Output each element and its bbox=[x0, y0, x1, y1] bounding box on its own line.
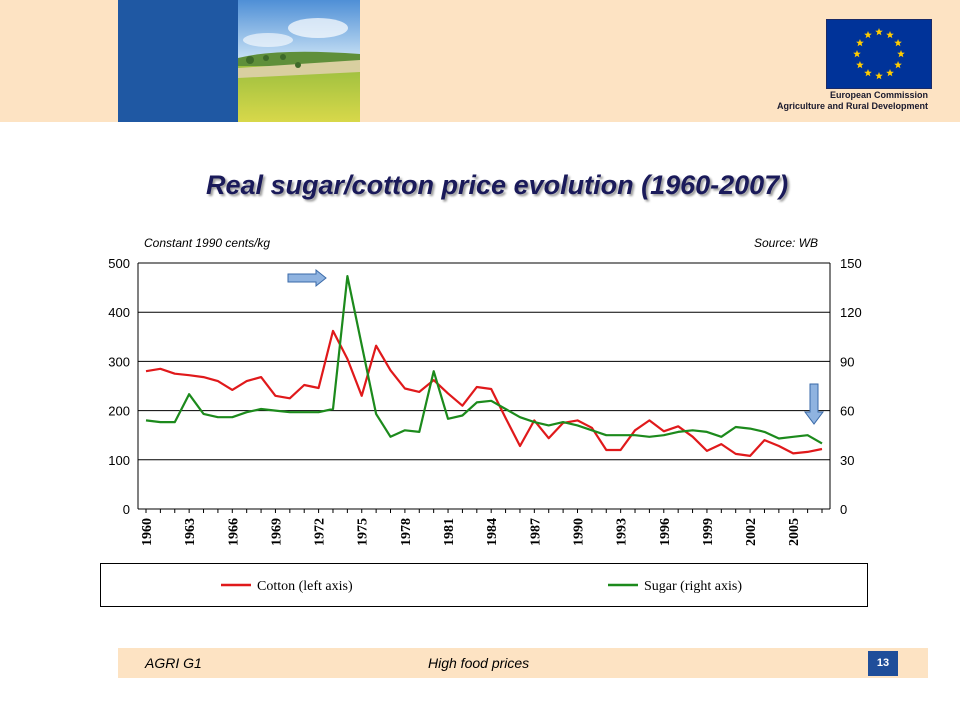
x-tick-label: 1999 bbox=[701, 518, 716, 546]
landscape-photo bbox=[238, 0, 360, 122]
unit-note: Constant 1990 cents/kg bbox=[144, 236, 271, 250]
down-arrow-annotation bbox=[804, 383, 824, 425]
footer-unit-label: AGRI G1 bbox=[145, 655, 202, 671]
star-icon bbox=[875, 28, 883, 36]
page-number: 13 bbox=[868, 651, 898, 676]
brand-blue-block bbox=[118, 0, 238, 122]
right-tick-label: 90 bbox=[840, 354, 854, 369]
left-tick-label: 300 bbox=[108, 354, 130, 369]
org-name: European Commission Agriculture and Rura… bbox=[740, 90, 928, 112]
x-tick-label: 1990 bbox=[571, 518, 586, 546]
x-tick-label: 1981 bbox=[442, 518, 457, 546]
x-tick-label: 2005 bbox=[787, 518, 802, 546]
left-tick-label: 200 bbox=[108, 404, 130, 419]
source-note: Source: WB bbox=[754, 236, 819, 250]
star-icon bbox=[856, 39, 864, 47]
x-tick-label: 1975 bbox=[356, 518, 371, 546]
x-tick-label: 2002 bbox=[744, 518, 759, 546]
org-name-line1: European Commission bbox=[829, 90, 928, 100]
left-tick-label: 0 bbox=[123, 502, 130, 517]
slide-title: Real sugar/cotton price evolution (1960-… bbox=[206, 170, 789, 200]
star-icon bbox=[894, 39, 902, 47]
right-arrow-annotation bbox=[287, 268, 327, 288]
star-icon bbox=[864, 69, 872, 77]
cotton-series-line bbox=[145, 329, 823, 457]
org-name-line2: Agriculture and Rural Development bbox=[776, 101, 928, 111]
star-icon bbox=[894, 61, 902, 69]
legend-label: Sugar (right axis) bbox=[644, 579, 742, 594]
star-icon bbox=[856, 61, 864, 69]
chart-legend: Cotton (left axis) Sugar (right axis) bbox=[100, 563, 868, 607]
x-tick-label: 1969 bbox=[269, 518, 284, 546]
star-icon bbox=[897, 50, 905, 58]
sugar-series-line bbox=[145, 275, 823, 445]
right-tick-label: 150 bbox=[840, 256, 862, 271]
star-icon bbox=[886, 69, 894, 77]
star-icon bbox=[886, 30, 894, 39]
x-tick-label: 1996 bbox=[658, 518, 673, 546]
right-tick-label: 30 bbox=[840, 453, 854, 468]
x-tick-label: 1984 bbox=[485, 518, 500, 546]
x-tick-label: 1972 bbox=[313, 518, 328, 546]
x-tick-label: 1987 bbox=[528, 518, 543, 546]
x-tick-label: 1978 bbox=[399, 518, 414, 546]
footer-presentation-title: High food prices bbox=[428, 655, 530, 671]
left-tick-label: 500 bbox=[108, 256, 130, 271]
footer-band bbox=[118, 648, 928, 678]
x-tick-label: 1960 bbox=[140, 518, 155, 546]
star-icon bbox=[875, 72, 883, 80]
legend-label: Cotton (left axis) bbox=[257, 579, 353, 594]
right-tick-label: 0 bbox=[840, 502, 847, 517]
x-tick-label: 1966 bbox=[226, 518, 241, 546]
right-tick-label: 60 bbox=[840, 404, 854, 419]
x-tick-label: 1993 bbox=[615, 518, 630, 546]
right-tick-label: 120 bbox=[840, 305, 862, 320]
left-tick-label: 100 bbox=[108, 453, 130, 468]
left-tick-label: 400 bbox=[108, 305, 130, 320]
star-icon bbox=[864, 30, 872, 39]
x-tick-label: 1963 bbox=[183, 518, 198, 546]
eu-flag-logo bbox=[826, 19, 932, 89]
star-icon bbox=[853, 50, 861, 58]
